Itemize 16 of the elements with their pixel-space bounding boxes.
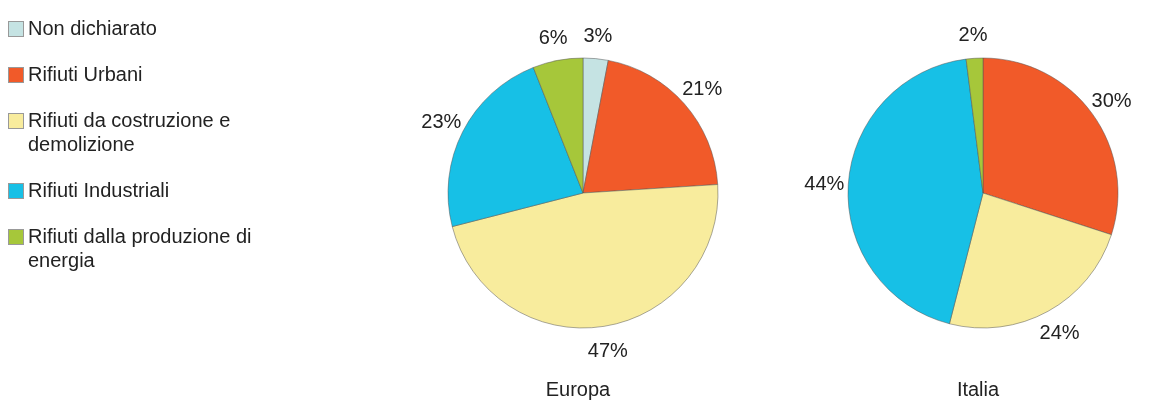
data-label: 24% xyxy=(1039,321,1080,344)
data-label: 6% xyxy=(538,25,568,48)
data-label: 3% xyxy=(583,23,613,46)
legend-label: Rifiuti dalla produzione di energia xyxy=(28,224,253,272)
text: Italia xyxy=(956,378,1000,401)
legend-label: Rifiuti da costruzione e demolizione xyxy=(28,108,232,156)
text: Europa xyxy=(545,378,611,401)
data-label: 23% xyxy=(421,109,462,132)
legend-label: Rifiuti Industriali xyxy=(28,178,170,202)
data-label: 21% xyxy=(682,76,723,99)
legend-label: Rifiuti Urbani xyxy=(28,62,143,86)
data-label: 2% xyxy=(958,23,988,46)
data-label: 47% xyxy=(587,339,629,362)
data-label: 30% xyxy=(1091,88,1132,111)
data-label: 44% xyxy=(804,172,845,195)
legend-label: Non dichiarato xyxy=(28,16,157,40)
